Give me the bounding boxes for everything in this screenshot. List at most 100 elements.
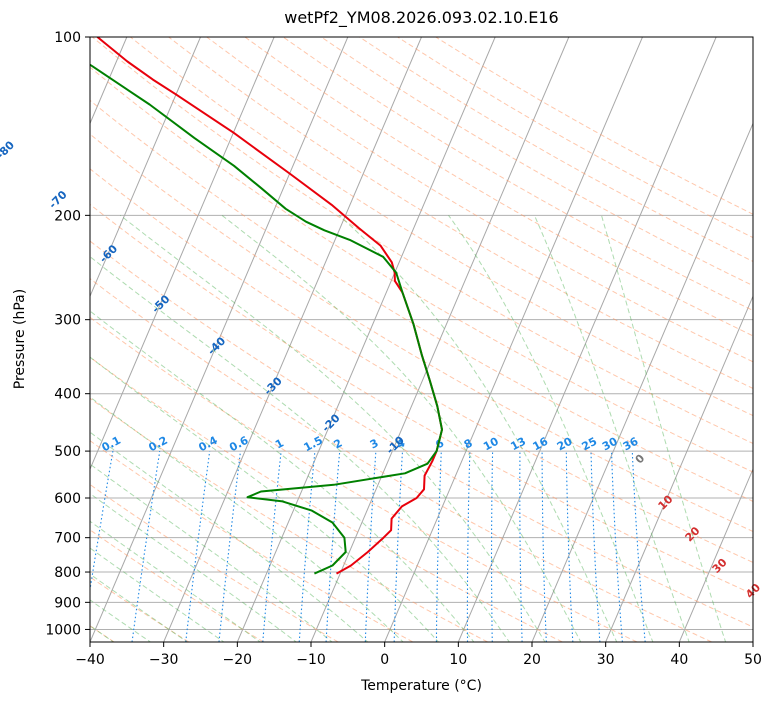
x-tick-label: −40	[75, 652, 105, 668]
moist-adiabat	[90, 396, 404, 642]
moist-adiabat	[90, 431, 369, 642]
dry-adiabat	[91, 37, 753, 445]
mixing-ratio-line	[610, 451, 623, 642]
y-tick-label: 900	[54, 595, 81, 611]
moist-adiabat	[448, 215, 654, 642]
isotherm-label: -30	[262, 374, 285, 397]
dry-adiabat	[90, 625, 115, 642]
mixing-ratio-line	[298, 451, 316, 642]
mixing-ratio-label: 36	[621, 435, 641, 454]
y-tick-label: 200	[54, 208, 81, 224]
isotherm-label: -50	[149, 292, 172, 315]
x-tick-label: −30	[149, 652, 179, 668]
x-tick-label: 0	[380, 652, 389, 668]
y-tick-label: 800	[54, 565, 81, 581]
dry-adiabat	[244, 37, 753, 337]
mixing-ratio-line	[185, 451, 211, 642]
mixing-ratio-line	[131, 451, 161, 642]
moist-adiabat	[533, 215, 690, 642]
x-tick-label: 10	[449, 652, 467, 668]
isotherm-line	[0, 37, 53, 642]
isotherm-line	[90, 37, 128, 125]
mixing-ratio-line	[262, 451, 282, 642]
moist-adiabat	[90, 492, 298, 642]
isotherm-label: -80	[0, 138, 17, 161]
dry-adiabat	[90, 66, 753, 473]
mixing-ratio-label: 3	[368, 436, 381, 451]
x-tick-label: 30	[597, 652, 615, 668]
dry-adiabat	[168, 37, 753, 389]
mixing-ratio-line	[466, 451, 471, 642]
background-lines	[0, 37, 753, 642]
moist-adiabat	[221, 214, 582, 642]
mixing-ratio-label: 20	[555, 435, 575, 454]
dry-adiabat	[90, 529, 264, 642]
isotherm-line	[605, 295, 753, 642]
isotherm-line	[90, 37, 201, 298]
dry-adiabat	[435, 37, 753, 215]
mixing-ratio-line	[590, 451, 601, 642]
moist-adiabat	[90, 256, 511, 642]
moist-adiabat	[90, 547, 225, 642]
mixing-ratio-line	[490, 451, 494, 642]
isotherm-line	[678, 467, 753, 642]
x-tick-label: 40	[670, 652, 688, 668]
mixing-ratio-line	[565, 451, 574, 642]
isotherm-line	[236, 37, 496, 642]
mixing-ratio-label: 30	[600, 435, 620, 454]
mixing-ratio-line	[218, 451, 242, 642]
dry-adiabat	[90, 99, 753, 502]
moist-adiabat	[119, 214, 546, 642]
y-tick-label: 600	[54, 491, 81, 507]
dry-adiabat	[90, 483, 339, 642]
chart-title: wetPf2_YM08.2026.093.02.10.E16	[284, 8, 559, 27]
isotherm-label: 0	[633, 452, 648, 467]
isotherm-line	[90, 37, 275, 471]
mixing-ratio-line	[631, 451, 646, 642]
isotherm-line	[90, 37, 349, 642]
isotherm-label: -40	[205, 334, 228, 357]
y-tick-label: 400	[54, 387, 81, 403]
x-tick-label: 50	[744, 652, 762, 668]
dry-adiabat	[359, 37, 753, 263]
isotherm-line	[752, 640, 753, 642]
y-tick-label: 500	[54, 444, 81, 460]
moist-adiabat	[90, 463, 333, 642]
x-tick-label: 20	[523, 652, 541, 668]
dry-adiabat	[90, 440, 414, 642]
y-axis-ticks: 100 200 300 400 500 600 700 800 900 1000	[45, 30, 90, 638]
y-tick-label: 100	[54, 30, 81, 46]
mixing-ratio-line	[90, 451, 114, 594]
x-tick-label: −10	[296, 652, 326, 668]
moist-adiabat	[601, 215, 727, 642]
mixing-ratio-line	[435, 451, 442, 642]
dry-adiabat	[90, 240, 753, 628]
moist-adiabat	[90, 520, 262, 642]
dry-adiabat	[90, 278, 712, 642]
mixing-ratio-label: 13	[508, 435, 528, 454]
isotherm-label: 10	[656, 492, 676, 512]
isotherm-label: -10	[384, 433, 407, 456]
dry-adiabat	[90, 356, 563, 642]
dry-adiabat	[206, 37, 753, 363]
dry-adiabat	[90, 316, 638, 642]
sounding-profiles	[90, 37, 443, 575]
x-axis-label: Temperature (°C)	[361, 678, 482, 694]
x-axis-ticks: −40 −30 −20 −10 0 10 20 30 40 50	[75, 642, 762, 668]
moist-adiabat	[90, 356, 440, 642]
dewpoint-profile	[90, 63, 443, 575]
isotherm-line	[457, 37, 717, 642]
plot-frame	[89, 36, 754, 643]
mixing-ratio-label: 1	[273, 436, 286, 451]
dry-adiabat	[90, 133, 753, 533]
isotherm-line	[531, 122, 753, 642]
dry-adiabat	[90, 203, 753, 595]
isotherm-label: 30	[710, 556, 730, 576]
isotherm-label: -20	[319, 411, 342, 434]
mixing-ratio-label: 25	[580, 435, 600, 454]
dry-adiabat	[282, 37, 753, 312]
isotherm-label: 20	[683, 524, 703, 544]
y-tick-label: 1000	[45, 622, 81, 638]
y-tick-label: 300	[54, 313, 81, 329]
